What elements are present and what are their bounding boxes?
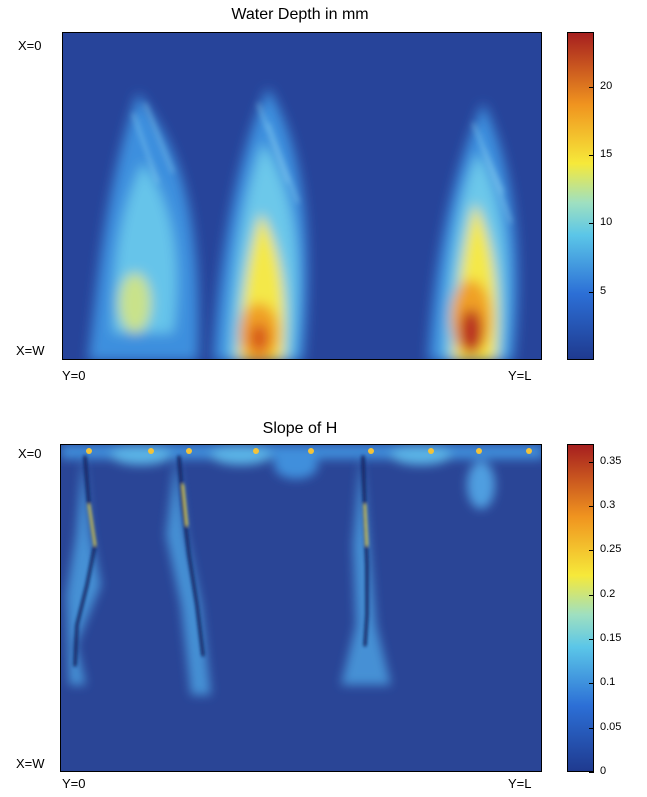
chart2-colorbar-tick-mark [589,727,594,729]
chart2-col-label-left: Y=0 [62,776,86,791]
chart2-colorbar-tick-label: 0 [600,765,607,777]
chart2-colorbar-tick-label: 0.25 [600,543,622,556]
chart2-colorbar-tick-label: 0.15 [600,632,622,645]
chart1-title: Water Depth in mm [231,6,369,23]
chart1-heatmap [62,32,542,360]
chart1-col-label-left: Y=0 [62,368,86,383]
chart1-plume-1 [88,93,199,359]
chart2-colorbar-tick-mark [589,594,594,596]
chart2-row-label-top: X=0 [18,446,42,461]
chart2-colorbar-tick-label: 0.35 [600,454,622,467]
chart1-streaks [131,102,513,224]
chart2-top-hotspots [86,448,532,454]
chart2-colorbar-tick-mark [589,639,594,641]
chart1-colorbar-tick-label: 20 [600,79,613,92]
chart2-channel-cores [73,455,369,667]
chart2-background [61,445,541,771]
chart1-colorbar-tick-label: 5 [600,284,607,297]
chart1-colorbar-tick-mark [589,223,594,225]
chart2-col-label-right: Y=L [508,776,532,791]
chart1-row-label-top: X=0 [18,38,42,53]
chart2-title: Slope of H [262,420,338,437]
chart1-colorbar-tick-label: 10 [600,216,613,229]
chart1-col-label-right: Y=L [508,368,532,383]
chart1-colorbar-tick-label: 15 [600,148,613,160]
chart2-colorbar-tick-label: 0.2 [600,587,616,600]
chart2-heatmap [60,444,542,772]
chart2-colorbar-tick-mark [589,550,594,552]
chart1-colorbar-tick-mark [589,291,594,293]
chart1-heatmap-svg [63,33,541,359]
chart2-colorbar-tick-label: 0.05 [600,720,622,733]
chart2-colorbar-tick-mark [589,506,594,508]
chart1-hotspot-1 [119,273,151,333]
chart2-colorbar-tick-mark [589,683,594,685]
chart2-colorbar-tick-label: 0.3 [600,499,616,512]
chart2-row-label-bottom: X=W [16,756,45,771]
chart2-heatmap-svg [61,445,541,771]
chart1-colorbar [567,32,594,360]
chart2-colorbar-tick-mark [589,461,594,463]
chart2-colorbar [567,444,594,772]
chart2-top-band [61,445,541,509]
chart1-colorbar-tick-mark [589,86,594,88]
chart1-colorbar-tick-mark [589,155,594,156]
chart1-plume-3 [428,103,518,359]
chart1-row-label-bottom: X=W [16,343,45,358]
chart2-colorbar-tick-mark [589,772,594,773]
chart2-colorbar-tick-label: 0.1 [600,676,616,689]
chart1-plume-2 [213,88,308,359]
